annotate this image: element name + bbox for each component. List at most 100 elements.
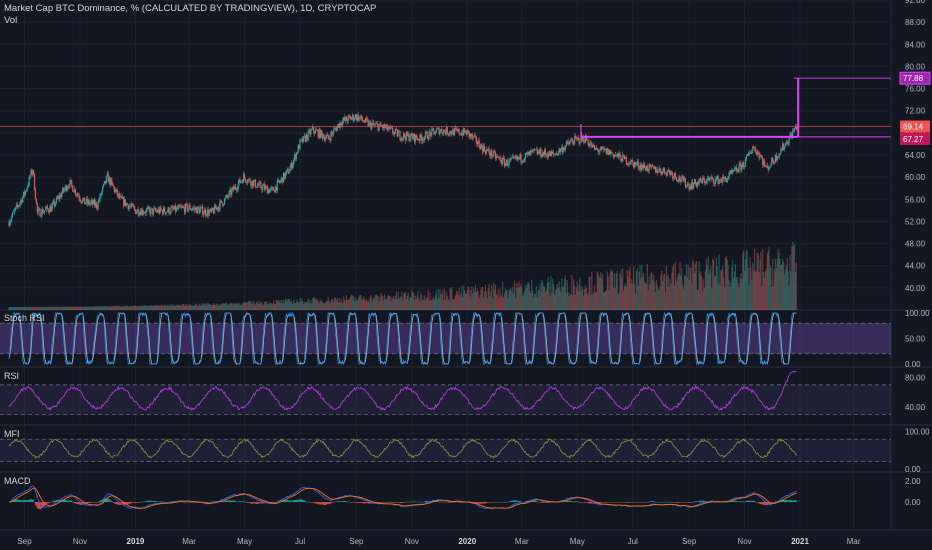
candle-body — [303, 135, 306, 137]
volume-bar — [220, 305, 222, 310]
candle-body — [529, 150, 531, 156]
candle-body — [198, 208, 200, 214]
candle-body — [27, 185, 29, 187]
candle-body — [8, 221, 10, 226]
macd-hist-bar — [113, 502, 115, 503]
candle-body — [734, 167, 737, 169]
candle-body — [683, 177, 686, 182]
candle-body — [180, 206, 182, 208]
macd-hist-bar — [333, 502, 335, 503]
volume-bar — [469, 296, 471, 310]
candle-body — [238, 178, 240, 184]
candle-body — [211, 207, 213, 212]
candle-body — [123, 199, 126, 206]
macd-hist-bar — [420, 501, 422, 503]
candle-body — [542, 152, 544, 157]
macd-hist-bar — [161, 501, 163, 503]
macd-hist-bar — [617, 502, 619, 503]
macd-hist-bar — [397, 502, 399, 503]
candle-body — [43, 210, 46, 212]
macd-hist-bar — [300, 499, 302, 503]
volume-bar — [375, 294, 377, 310]
candle-body — [46, 206, 48, 209]
macd-hist-bar — [587, 502, 589, 504]
volume-bar — [75, 306, 77, 310]
volume-bar — [73, 306, 76, 310]
macd-hist-bar — [43, 502, 46, 506]
macd-hist-bar — [332, 502, 334, 503]
volume-bar — [563, 285, 565, 310]
candle-body — [443, 129, 446, 132]
volume-bar — [533, 297, 535, 310]
mfi-line — [8, 438, 797, 459]
candle-body — [288, 171, 290, 174]
volume-bar — [586, 294, 588, 310]
macd-hist-bar — [763, 502, 765, 505]
volume-bar — [62, 306, 64, 310]
volume-bar — [29, 306, 31, 310]
candle-body — [49, 206, 51, 213]
volume-bar — [619, 274, 621, 310]
candle-body — [42, 209, 44, 214]
macd-hist-bar — [539, 502, 541, 503]
volume-bar — [791, 246, 793, 310]
macd-hist-bar — [691, 502, 693, 503]
macd-hist-bar — [351, 502, 353, 503]
macd-hist-bar — [790, 499, 792, 503]
candle-body — [257, 185, 259, 187]
volume-bar — [425, 298, 427, 310]
volume-bar — [305, 302, 307, 310]
macd-hist-bar — [603, 502, 606, 503]
volume-bar — [693, 272, 696, 310]
volume-bar — [487, 288, 489, 310]
volume-bar — [334, 297, 337, 310]
volume-bar — [424, 300, 427, 310]
macd-hist-bar — [15, 499, 17, 503]
macd-hist-bar — [458, 502, 460, 503]
volume-bar — [579, 277, 581, 310]
volume-bar — [359, 294, 361, 310]
candle-body — [336, 126, 338, 131]
volume-bar — [135, 306, 137, 310]
macd-hist-bar — [137, 502, 139, 503]
volume-bar — [736, 277, 738, 310]
candle-body — [590, 142, 592, 144]
candle-body — [15, 204, 17, 208]
volume-bar — [780, 264, 782, 310]
candle-body — [630, 160, 632, 165]
macd-hist-bar — [142, 501, 144, 503]
volume-bar — [454, 295, 457, 310]
candle-body — [168, 207, 170, 214]
macd-hist-bar — [259, 502, 261, 504]
volume-bar — [642, 276, 644, 310]
volume-bar — [433, 299, 436, 310]
volume-bar — [200, 305, 202, 310]
volume-bar — [417, 290, 419, 310]
candle-body — [227, 196, 229, 198]
macd-hist-bar — [291, 500, 293, 503]
macd-hist-bar — [792, 500, 794, 503]
macd-hist-bar — [248, 502, 250, 503]
candle-body — [47, 208, 49, 212]
volume-bar — [80, 306, 82, 310]
candle-body — [783, 146, 786, 150]
macd-hist-bar — [503, 502, 506, 503]
candle-body — [539, 148, 541, 154]
candle-body — [447, 133, 449, 135]
macd-hist-bar — [313, 502, 315, 503]
volume-bar — [387, 294, 389, 310]
macd-hist-bar — [68, 500, 70, 503]
candle-body — [350, 117, 352, 120]
macd-hist-bar — [234, 501, 237, 503]
candle-body — [346, 120, 348, 122]
macd-hist-bar — [622, 502, 624, 503]
volume-bar — [761, 285, 763, 310]
macd-hist-bar — [153, 501, 155, 503]
volume-bar — [167, 304, 169, 310]
candle-body — [337, 123, 339, 127]
candle-body — [83, 197, 85, 200]
volume-bar — [482, 286, 484, 310]
candle-body — [93, 199, 95, 205]
macd-hist-bar — [106, 497, 108, 503]
